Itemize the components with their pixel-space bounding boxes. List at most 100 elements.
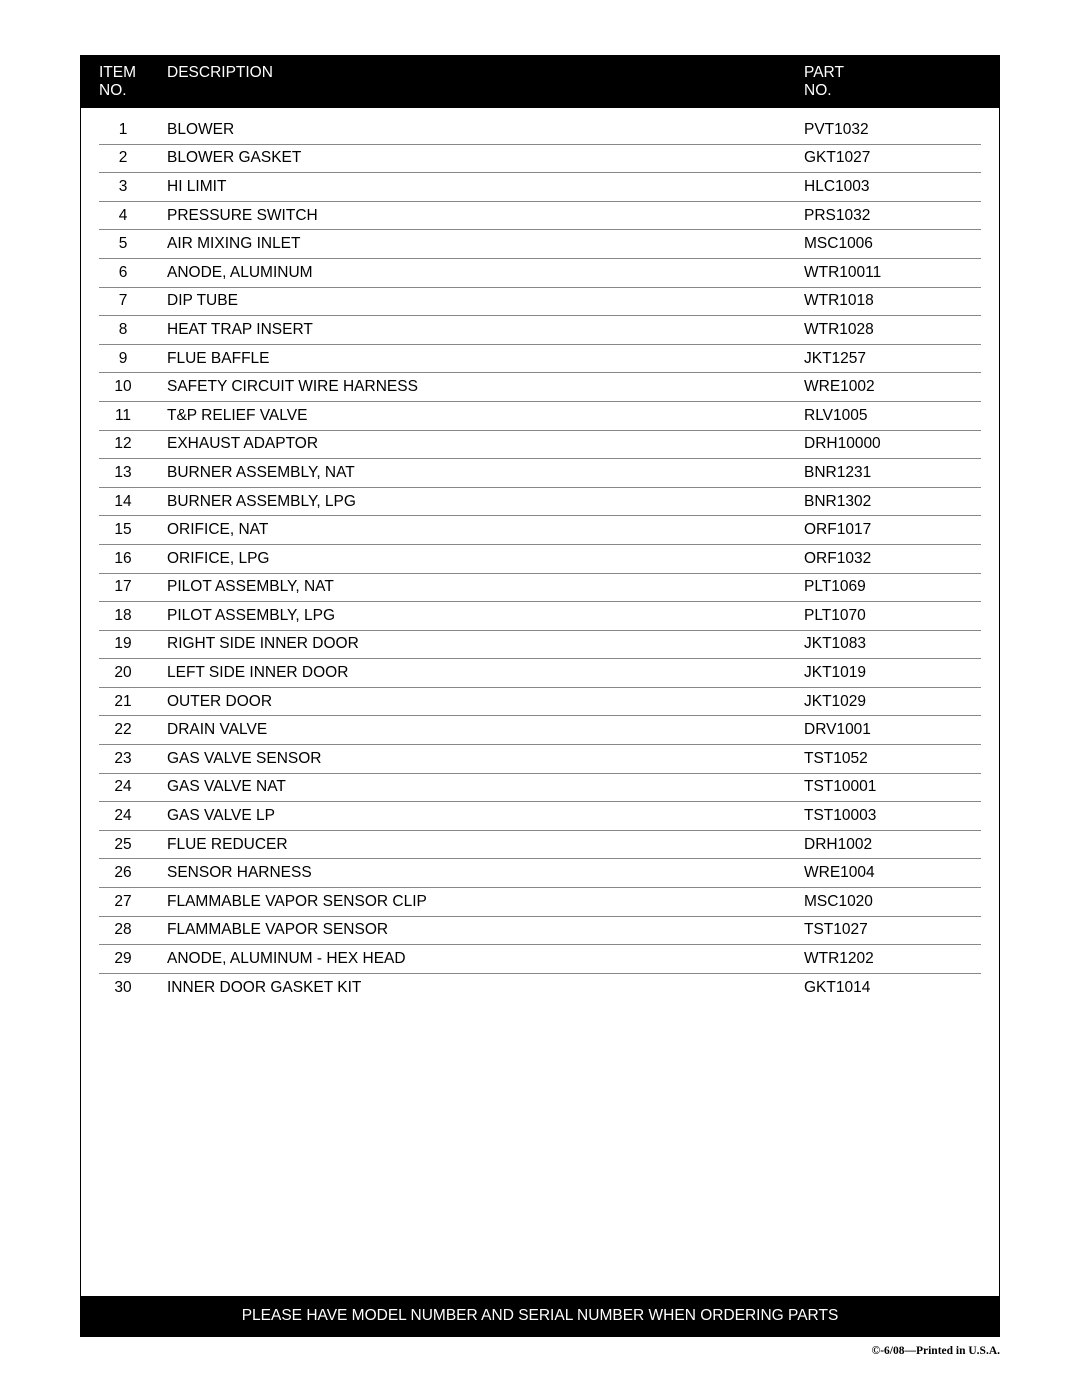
header-part-line1: PART <box>804 64 999 82</box>
row-part-no: RLV1005 <box>804 407 981 425</box>
row-part-no: JKT1257 <box>804 350 981 368</box>
row-description: HI LIMIT <box>153 178 804 196</box>
table-row: 9FLUE BAFFLEJKT1257 <box>99 345 981 374</box>
table-row: 11T&P RELIEF VALVERLV1005 <box>99 402 981 431</box>
row-description: ORIFICE, LPG <box>153 550 804 568</box>
row-item-no: 24 <box>99 807 153 825</box>
row-item-no: 17 <box>99 578 153 596</box>
row-item-no: 15 <box>99 521 153 539</box>
table-row: 8HEAT TRAP INSERTWTR1028 <box>99 316 981 345</box>
table-row: 14BURNER ASSEMBLY, LPGBNR1302 <box>99 488 981 517</box>
row-part-no: HLC1003 <box>804 178 981 196</box>
table-row: 27FLAMMABLE VAPOR SENSOR CLIPMSC1020 <box>99 888 981 917</box>
table-body: 1BLOWERPVT10322BLOWER GASKETGKT10273HI L… <box>81 108 999 1296</box>
row-item-no: 27 <box>99 893 153 911</box>
table-row: 24GAS VALVE LPTST10003 <box>99 802 981 831</box>
row-part-no: GKT1027 <box>804 149 981 167</box>
table-row: 12EXHAUST ADAPTORDRH10000 <box>99 431 981 460</box>
row-description: ANODE, ALUMINUM <box>153 264 804 282</box>
row-part-no: MSC1006 <box>804 235 981 253</box>
row-item-no: 28 <box>99 921 153 939</box>
row-item-no: 16 <box>99 550 153 568</box>
row-description: DIP TUBE <box>153 292 804 310</box>
row-item-no: 13 <box>99 464 153 482</box>
row-item-no: 9 <box>99 350 153 368</box>
header-item-no: ITEM NO. <box>81 64 153 100</box>
row-item-no: 23 <box>99 750 153 768</box>
row-part-no: JKT1083 <box>804 635 981 653</box>
row-item-no: 24 <box>99 778 153 796</box>
row-part-no: PLT1069 <box>804 578 981 596</box>
row-description: INNER DOOR GASKET KIT <box>153 979 804 997</box>
table-row: 7DIP TUBEWTR1018 <box>99 288 981 317</box>
row-item-no: 18 <box>99 607 153 625</box>
table-row: 16ORIFICE, LPGORF1032 <box>99 545 981 574</box>
row-description: BURNER ASSEMBLY, NAT <box>153 464 804 482</box>
row-part-no: PLT1070 <box>804 607 981 625</box>
row-description: HEAT TRAP INSERT <box>153 321 804 339</box>
row-description: LEFT SIDE INNER DOOR <box>153 664 804 682</box>
row-description: FLAMMABLE VAPOR SENSOR <box>153 921 804 939</box>
row-part-no: JKT1029 <box>804 693 981 711</box>
row-part-no: BNR1231 <box>804 464 981 482</box>
table-row: 10SAFETY CIRCUIT WIRE HARNESSWRE1002 <box>99 373 981 402</box>
row-part-no: TST1052 <box>804 750 981 768</box>
row-description: BURNER ASSEMBLY, LPG <box>153 493 804 511</box>
row-description: T&P RELIEF VALVE <box>153 407 804 425</box>
row-part-no: TST1027 <box>804 921 981 939</box>
table-row: 17PILOT ASSEMBLY, NATPLT1069 <box>99 574 981 603</box>
row-description: SAFETY CIRCUIT WIRE HARNESS <box>153 378 804 396</box>
row-description: ANODE, ALUMINUM - HEX HEAD <box>153 950 804 968</box>
table-row: 30INNER DOOR GASKET KITGKT1014 <box>99 974 981 1002</box>
row-description: GAS VALVE NAT <box>153 778 804 796</box>
table-row: 13BURNER ASSEMBLY, NATBNR1231 <box>99 459 981 488</box>
row-part-no: ORF1017 <box>804 521 981 539</box>
row-description: SENSOR HARNESS <box>153 864 804 882</box>
row-part-no: GKT1014 <box>804 979 981 997</box>
row-item-no: 3 <box>99 178 153 196</box>
table-row: 20LEFT SIDE INNER DOORJKT1019 <box>99 659 981 688</box>
row-item-no: 12 <box>99 435 153 453</box>
row-description: DRAIN VALVE <box>153 721 804 739</box>
row-description: PRESSURE SWITCH <box>153 207 804 225</box>
row-description: EXHAUST ADAPTOR <box>153 435 804 453</box>
header-part-no: PART NO. <box>804 64 999 100</box>
page-footer: ©-6/08—Printed in U.S.A. <box>80 1337 1000 1357</box>
table-row: 29ANODE, ALUMINUM - HEX HEADWTR1202 <box>99 945 981 974</box>
table-row: 28FLAMMABLE VAPOR SENSORTST1027 <box>99 917 981 946</box>
row-part-no: PRS1032 <box>804 207 981 225</box>
row-item-no: 29 <box>99 950 153 968</box>
table-row: 22DRAIN VALVEDRV1001 <box>99 716 981 745</box>
row-item-no: 10 <box>99 378 153 396</box>
table-row: 15ORIFICE, NATORF1017 <box>99 516 981 545</box>
header-part-line2: NO. <box>804 82 999 100</box>
row-item-no: 21 <box>99 693 153 711</box>
row-description: OUTER DOOR <box>153 693 804 711</box>
row-part-no: WRE1002 <box>804 378 981 396</box>
row-item-no: 25 <box>99 836 153 854</box>
row-item-no: 20 <box>99 664 153 682</box>
row-part-no: PVT1032 <box>804 121 981 139</box>
row-item-no: 26 <box>99 864 153 882</box>
row-item-no: 4 <box>99 207 153 225</box>
row-description: FLAMMABLE VAPOR SENSOR CLIP <box>153 893 804 911</box>
row-item-no: 30 <box>99 979 153 997</box>
table-row: 23GAS VALVE SENSORTST1052 <box>99 745 981 774</box>
row-description: GAS VALVE SENSOR <box>153 750 804 768</box>
row-description: GAS VALVE LP <box>153 807 804 825</box>
row-item-no: 5 <box>99 235 153 253</box>
table-row: 18PILOT ASSEMBLY, LPGPLT1070 <box>99 602 981 631</box>
row-description: RIGHT SIDE INNER DOOR <box>153 635 804 653</box>
row-description: PILOT ASSEMBLY, LPG <box>153 607 804 625</box>
row-part-no: TST10001 <box>804 778 981 796</box>
row-part-no: JKT1019 <box>804 664 981 682</box>
row-item-no: 22 <box>99 721 153 739</box>
row-description: ORIFICE, NAT <box>153 521 804 539</box>
table-footer: PLEASE HAVE MODEL NUMBER AND SERIAL NUMB… <box>81 1296 999 1336</box>
row-description: AIR MIXING INLET <box>153 235 804 253</box>
table-row: 25FLUE REDUCERDRH1002 <box>99 831 981 860</box>
row-part-no: DRH1002 <box>804 836 981 854</box>
row-part-no: WTR1018 <box>804 292 981 310</box>
row-part-no: WRE1004 <box>804 864 981 882</box>
table-row: 24GAS VALVE NATTST10001 <box>99 774 981 803</box>
